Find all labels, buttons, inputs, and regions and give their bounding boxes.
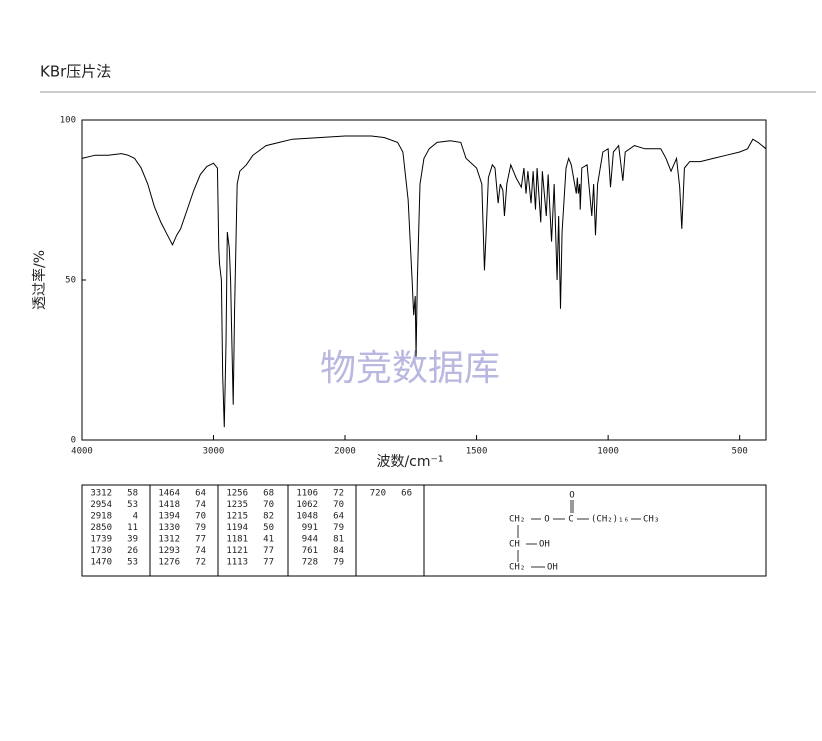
peak-transmittance: 82 [263, 512, 274, 522]
y-tick-label: 0 [71, 436, 76, 446]
peak-transmittance: 64 [333, 512, 344, 522]
x-tick-label: 2000 [334, 447, 356, 457]
peak-transmittance: 84 [333, 546, 344, 556]
peak-wavenumber: 991 [302, 523, 318, 533]
peak-wavenumber: 1106 [296, 489, 318, 499]
peak-transmittance: 39 [127, 535, 138, 545]
watermark: 物竞数据库 [320, 348, 500, 389]
atom: CH₃ [643, 515, 659, 525]
peak-wavenumber: 1394 [158, 512, 180, 522]
table-dividers [149, 485, 425, 576]
atom: CH₂ [509, 515, 525, 525]
x-axis-label: 波数/cm⁻¹ [376, 454, 443, 470]
peak-wavenumber: 944 [302, 535, 318, 545]
x-tick-label: 1500 [466, 447, 488, 457]
x-tick-label: 4000 [71, 447, 93, 457]
atom: (CH₂)₁₆ [591, 515, 629, 525]
peak-wavenumber: 3312 [90, 489, 112, 499]
peak-wavenumber: 1312 [158, 535, 180, 545]
peak-wavenumber: 1418 [158, 500, 180, 510]
peak-wavenumber: 720 [370, 489, 386, 499]
y-axis-label: 透过率/% [31, 250, 48, 310]
peak-wavenumber: 1194 [226, 523, 248, 533]
atom: C [568, 515, 573, 525]
peak-transmittance: 11 [127, 523, 138, 533]
peak-wavenumber: 1113 [226, 558, 248, 568]
peak-wavenumber: 1215 [226, 512, 248, 522]
peak-transmittance: 70 [263, 500, 274, 510]
peak-transmittance: 77 [195, 535, 206, 545]
atom: CH₂ [509, 563, 525, 573]
peak-transmittance: 79 [195, 523, 206, 533]
x-tick-label: 500 [732, 447, 748, 457]
peak-wavenumber: 1235 [226, 500, 248, 510]
peak-transmittance: 50 [263, 523, 274, 533]
peak-transmittance: 72 [195, 558, 206, 568]
atom: O [569, 491, 574, 501]
atom: CH [509, 540, 520, 550]
peak-wavenumber: 1276 [158, 558, 180, 568]
peak-transmittance: 4 [133, 512, 138, 522]
atom: O [544, 515, 549, 525]
plot-frame [81, 119, 767, 441]
peak-wavenumber: 1256 [226, 489, 248, 499]
peak-transmittance: 77 [263, 558, 274, 568]
peak-transmittance: 41 [263, 535, 274, 545]
peak-transmittance: 74 [195, 546, 206, 556]
peak-transmittance: 79 [333, 523, 344, 533]
peak-wavenumber: 1048 [296, 512, 318, 522]
y-tick-label: 50 [65, 276, 76, 286]
peak-wavenumber: 1121 [226, 546, 248, 556]
peak-transmittance: 68 [263, 489, 274, 499]
peak-transmittance: 77 [263, 546, 274, 556]
peak-wavenumber: 1181 [226, 535, 248, 545]
peak-transmittance: 53 [127, 500, 138, 510]
peak-wavenumber: 1293 [158, 546, 180, 556]
peak-transmittance: 66 [401, 489, 412, 499]
peak-wavenumber: 1739 [90, 535, 112, 545]
atom: OH [539, 540, 550, 550]
atom: OH [547, 563, 558, 573]
peak-transmittance: 64 [195, 489, 206, 499]
y-tick-label: 100 [60, 116, 76, 126]
peak-transmittance: 74 [195, 500, 206, 510]
peak-wavenumber: 761 [302, 546, 318, 556]
spectrum-line [81, 135, 767, 428]
peak-wavenumber: 1730 [90, 546, 112, 556]
peak-wavenumber: 1464 [158, 489, 180, 499]
peak-wavenumber: 2954 [90, 500, 112, 510]
peak-wavenumber: 728 [302, 558, 318, 568]
peak-wavenumber: 2850 [90, 523, 112, 533]
peak-transmittance: 72 [333, 489, 344, 499]
peak-transmittance: 26 [127, 546, 138, 556]
peak-wavenumber: 1470 [90, 558, 112, 568]
page-title: KBr压片法 [40, 63, 111, 81]
peak-wavenumber: 1062 [296, 500, 318, 510]
x-tick-label: 1000 [597, 447, 619, 457]
peak-transmittance: 81 [333, 535, 344, 545]
peak-transmittance: 70 [333, 500, 344, 510]
peak-transmittance: 70 [195, 512, 206, 522]
peak-transmittance: 79 [333, 558, 344, 568]
structure-bonds [517, 500, 641, 568]
peak-wavenumber: 1330 [158, 523, 180, 533]
peak-wavenumber: 2918 [90, 512, 112, 522]
peak-transmittance: 53 [127, 558, 138, 568]
peak-transmittance: 58 [127, 489, 138, 499]
x-tick-label: 3000 [203, 447, 225, 457]
